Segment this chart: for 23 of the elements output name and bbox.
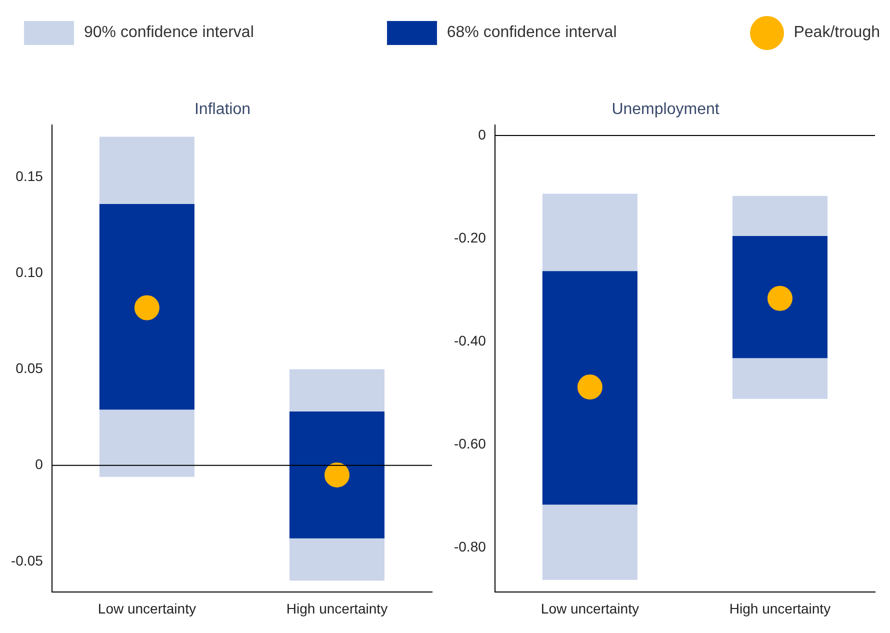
x-tick-label: High uncertainty	[286, 600, 388, 616]
y-tick-label: 0	[478, 126, 486, 142]
x-tick-label: Low uncertainty	[98, 600, 196, 616]
y-tick-label: -0.60	[454, 436, 486, 452]
y-tick-label: -0.80	[454, 538, 486, 555]
bar	[732, 236, 828, 358]
legend-label: 90% confidence interval	[84, 24, 254, 42]
y-tick-label: -0.20	[454, 229, 486, 246]
y-tick-label: 0.15	[16, 168, 44, 184]
legend-label: 68% confidence interval	[446, 24, 617, 42]
y-tick-label: 0.05	[16, 360, 44, 376]
y-tick-label: -0.40	[454, 332, 486, 349]
legend-label: Peak/trough	[794, 24, 880, 42]
chart-title: Unemployment	[612, 101, 720, 118]
chart-title: Inflation	[194, 101, 251, 118]
y-tick-label: -0.05	[10, 552, 44, 568]
x-tick-label: High uncertainty	[729, 600, 831, 616]
y-tick-label: 0	[35, 456, 44, 472]
x-tick-label: Low uncertainty	[540, 600, 639, 616]
bar	[289, 412, 384, 538]
y-tick-label: 0.10	[16, 264, 44, 280]
bar	[99, 204, 194, 410]
bar	[542, 271, 638, 505]
